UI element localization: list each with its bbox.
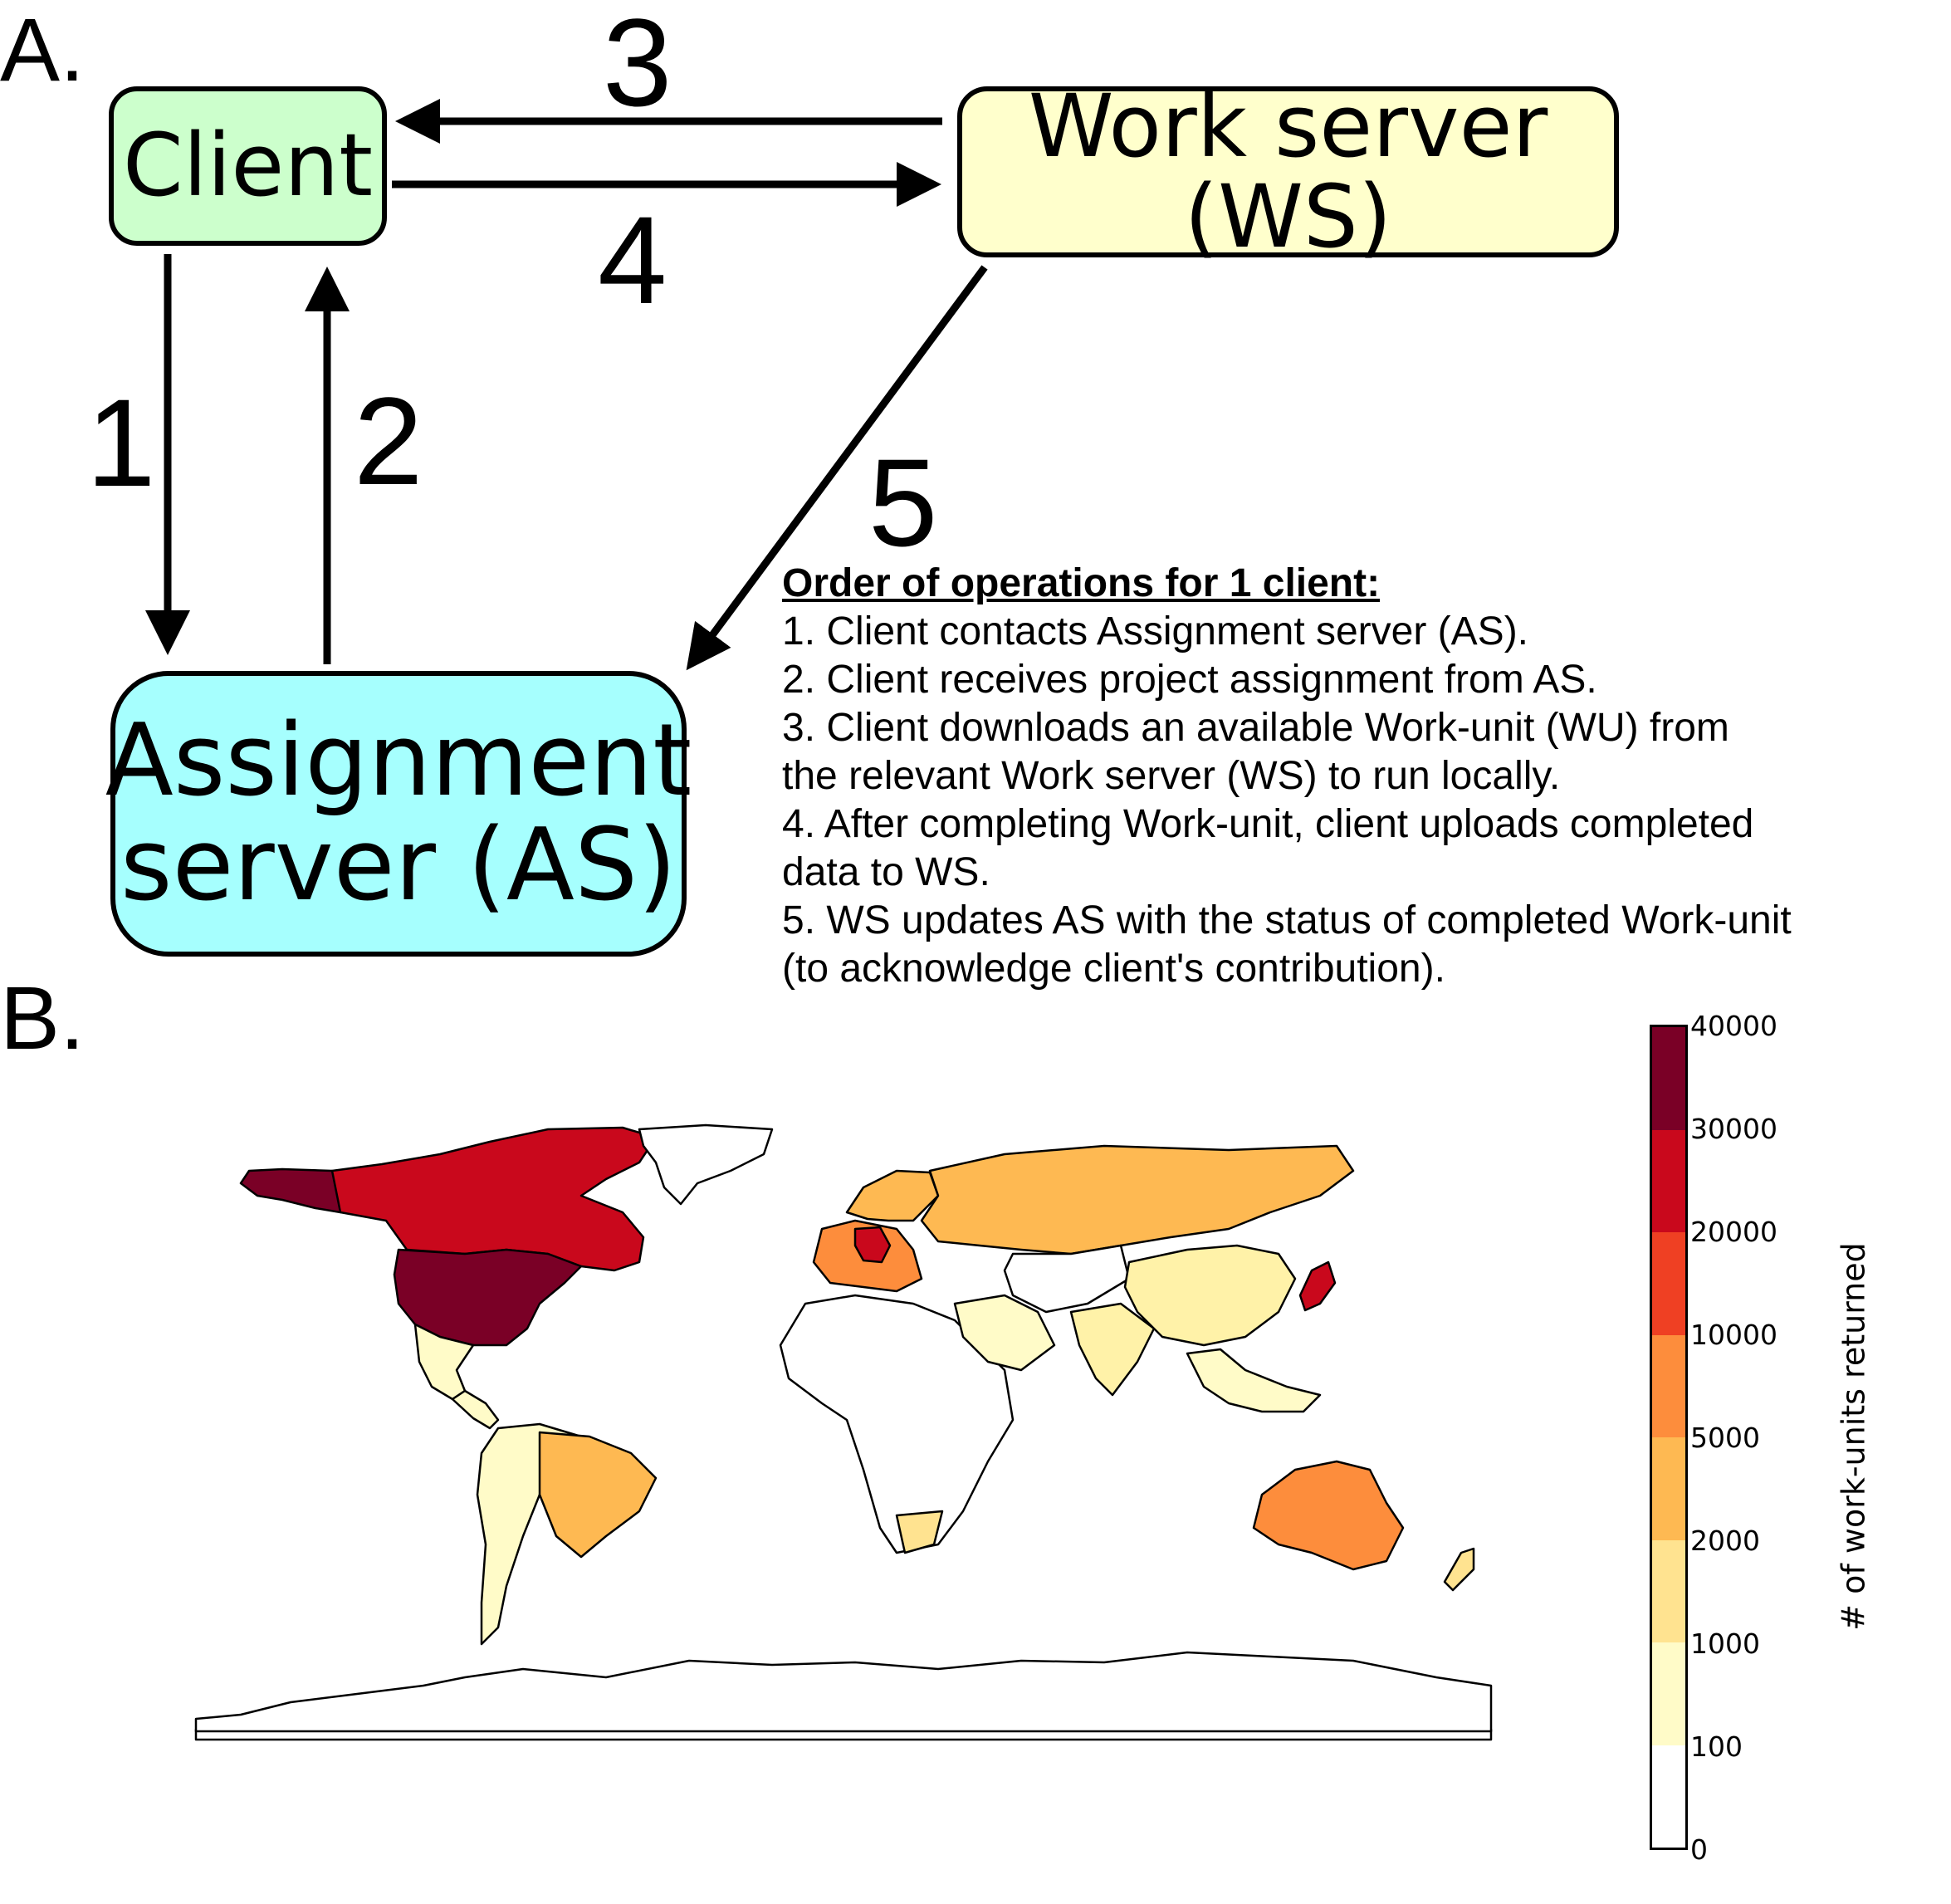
order-line: 1. Client contacts Assignment server (AS… — [782, 609, 1529, 653]
arrow-label-2: 2 — [354, 371, 423, 511]
new-zealand-region — [1443, 1547, 1475, 1592]
panel-a-letter: A. — [0, 0, 86, 100]
colorbar-tick: 0 — [1690, 1833, 1708, 1866]
client-node: Client — [109, 86, 387, 246]
colorbar-band — [1652, 1334, 1685, 1437]
colorbar-tick: 20000 — [1690, 1216, 1777, 1248]
usa-region — [393, 1248, 583, 1347]
central-asia-region — [1003, 1244, 1131, 1314]
north-america-region — [326, 1126, 658, 1272]
australia-region — [1252, 1460, 1405, 1571]
arrow-5 — [686, 265, 988, 671]
order-line: the relevant Work server (WS) to run loc… — [782, 754, 1561, 798]
assignment-server-node: Assignment server (AS) — [105, 671, 692, 957]
arrow-label-3: 3 — [603, 0, 672, 132]
panel-b-letter: B. — [0, 967, 86, 1068]
colorbar-tick: 5000 — [1690, 1422, 1760, 1454]
order-line: data to WS. — [782, 850, 990, 894]
world-map — [194, 1123, 1493, 1741]
colorbar — [1650, 1025, 1688, 1850]
india-region — [1069, 1302, 1156, 1397]
antarctica-region — [194, 1651, 1493, 1733]
arrow-label-5: 5 — [868, 433, 938, 572]
assignment-server-label-line2: server (AS) — [120, 808, 677, 923]
assignment-server-label-line1: Assignment — [105, 703, 692, 819]
colorbar-band — [1652, 1539, 1685, 1642]
middle-east-region — [953, 1294, 1056, 1372]
colorbar-band — [1652, 1027, 1685, 1130]
colorbar-tick: 30000 — [1690, 1113, 1777, 1145]
greenland-region — [638, 1123, 774, 1206]
southeast-asia-region — [1186, 1348, 1322, 1413]
colorbar-band — [1652, 1745, 1685, 1848]
order-heading: Order of operations for 1 client: — [782, 561, 1381, 605]
south-africa-region — [895, 1510, 944, 1554]
order-line: 4. After completing Work-unit, client up… — [782, 802, 1754, 846]
arrow-label-1: 1 — [86, 373, 156, 512]
central-america-region — [451, 1389, 500, 1430]
russia-region — [920, 1144, 1355, 1255]
order-of-operations: Order of operations for 1 client: 1. Cli… — [782, 560, 1944, 993]
colorbar-ticks: 40000 30000 20000 10000 5000 2000 1000 1… — [1690, 1010, 1815, 1866]
colorbar-tick: 1000 — [1690, 1627, 1760, 1660]
order-line: (to acknowledge client's contribution). — [782, 947, 1445, 991]
colorbar-tick: 10000 — [1690, 1319, 1777, 1351]
client-label: Client — [122, 115, 374, 217]
colorbar-label-svg: # of work-units returned — [1836, 1242, 1872, 1631]
africa-region — [779, 1294, 1015, 1554]
germany-region — [853, 1226, 892, 1264]
arrow-label-4: 4 — [598, 190, 667, 330]
work-server-node: Work server (WS) — [957, 81, 1619, 262]
colorbar-band — [1652, 1129, 1685, 1232]
colorbar-band — [1652, 1437, 1685, 1540]
china-region — [1123, 1244, 1297, 1347]
alaska-region — [239, 1167, 342, 1214]
colorbar-band — [1652, 1232, 1685, 1335]
brazil-region — [538, 1431, 658, 1559]
colorbar-tick: 2000 — [1690, 1525, 1760, 1557]
scandinavia-region — [845, 1169, 940, 1222]
order-line: 3. Client downloads an available Work-un… — [782, 706, 1729, 750]
colorbar-band — [1652, 1642, 1685, 1745]
colorbar-tick: 100 — [1690, 1730, 1743, 1763]
colorbar-label: # of work-units returned — [1836, 1242, 1872, 1631]
colorbar-tick: 40000 — [1690, 1010, 1777, 1042]
work-server-label: Work server (WS) — [1028, 75, 1548, 267]
order-line: 2. Client receives project assignment fr… — [782, 658, 1597, 702]
japan-region — [1298, 1260, 1337, 1312]
order-line: 5. WS updates AS with the status of comp… — [782, 898, 1792, 942]
